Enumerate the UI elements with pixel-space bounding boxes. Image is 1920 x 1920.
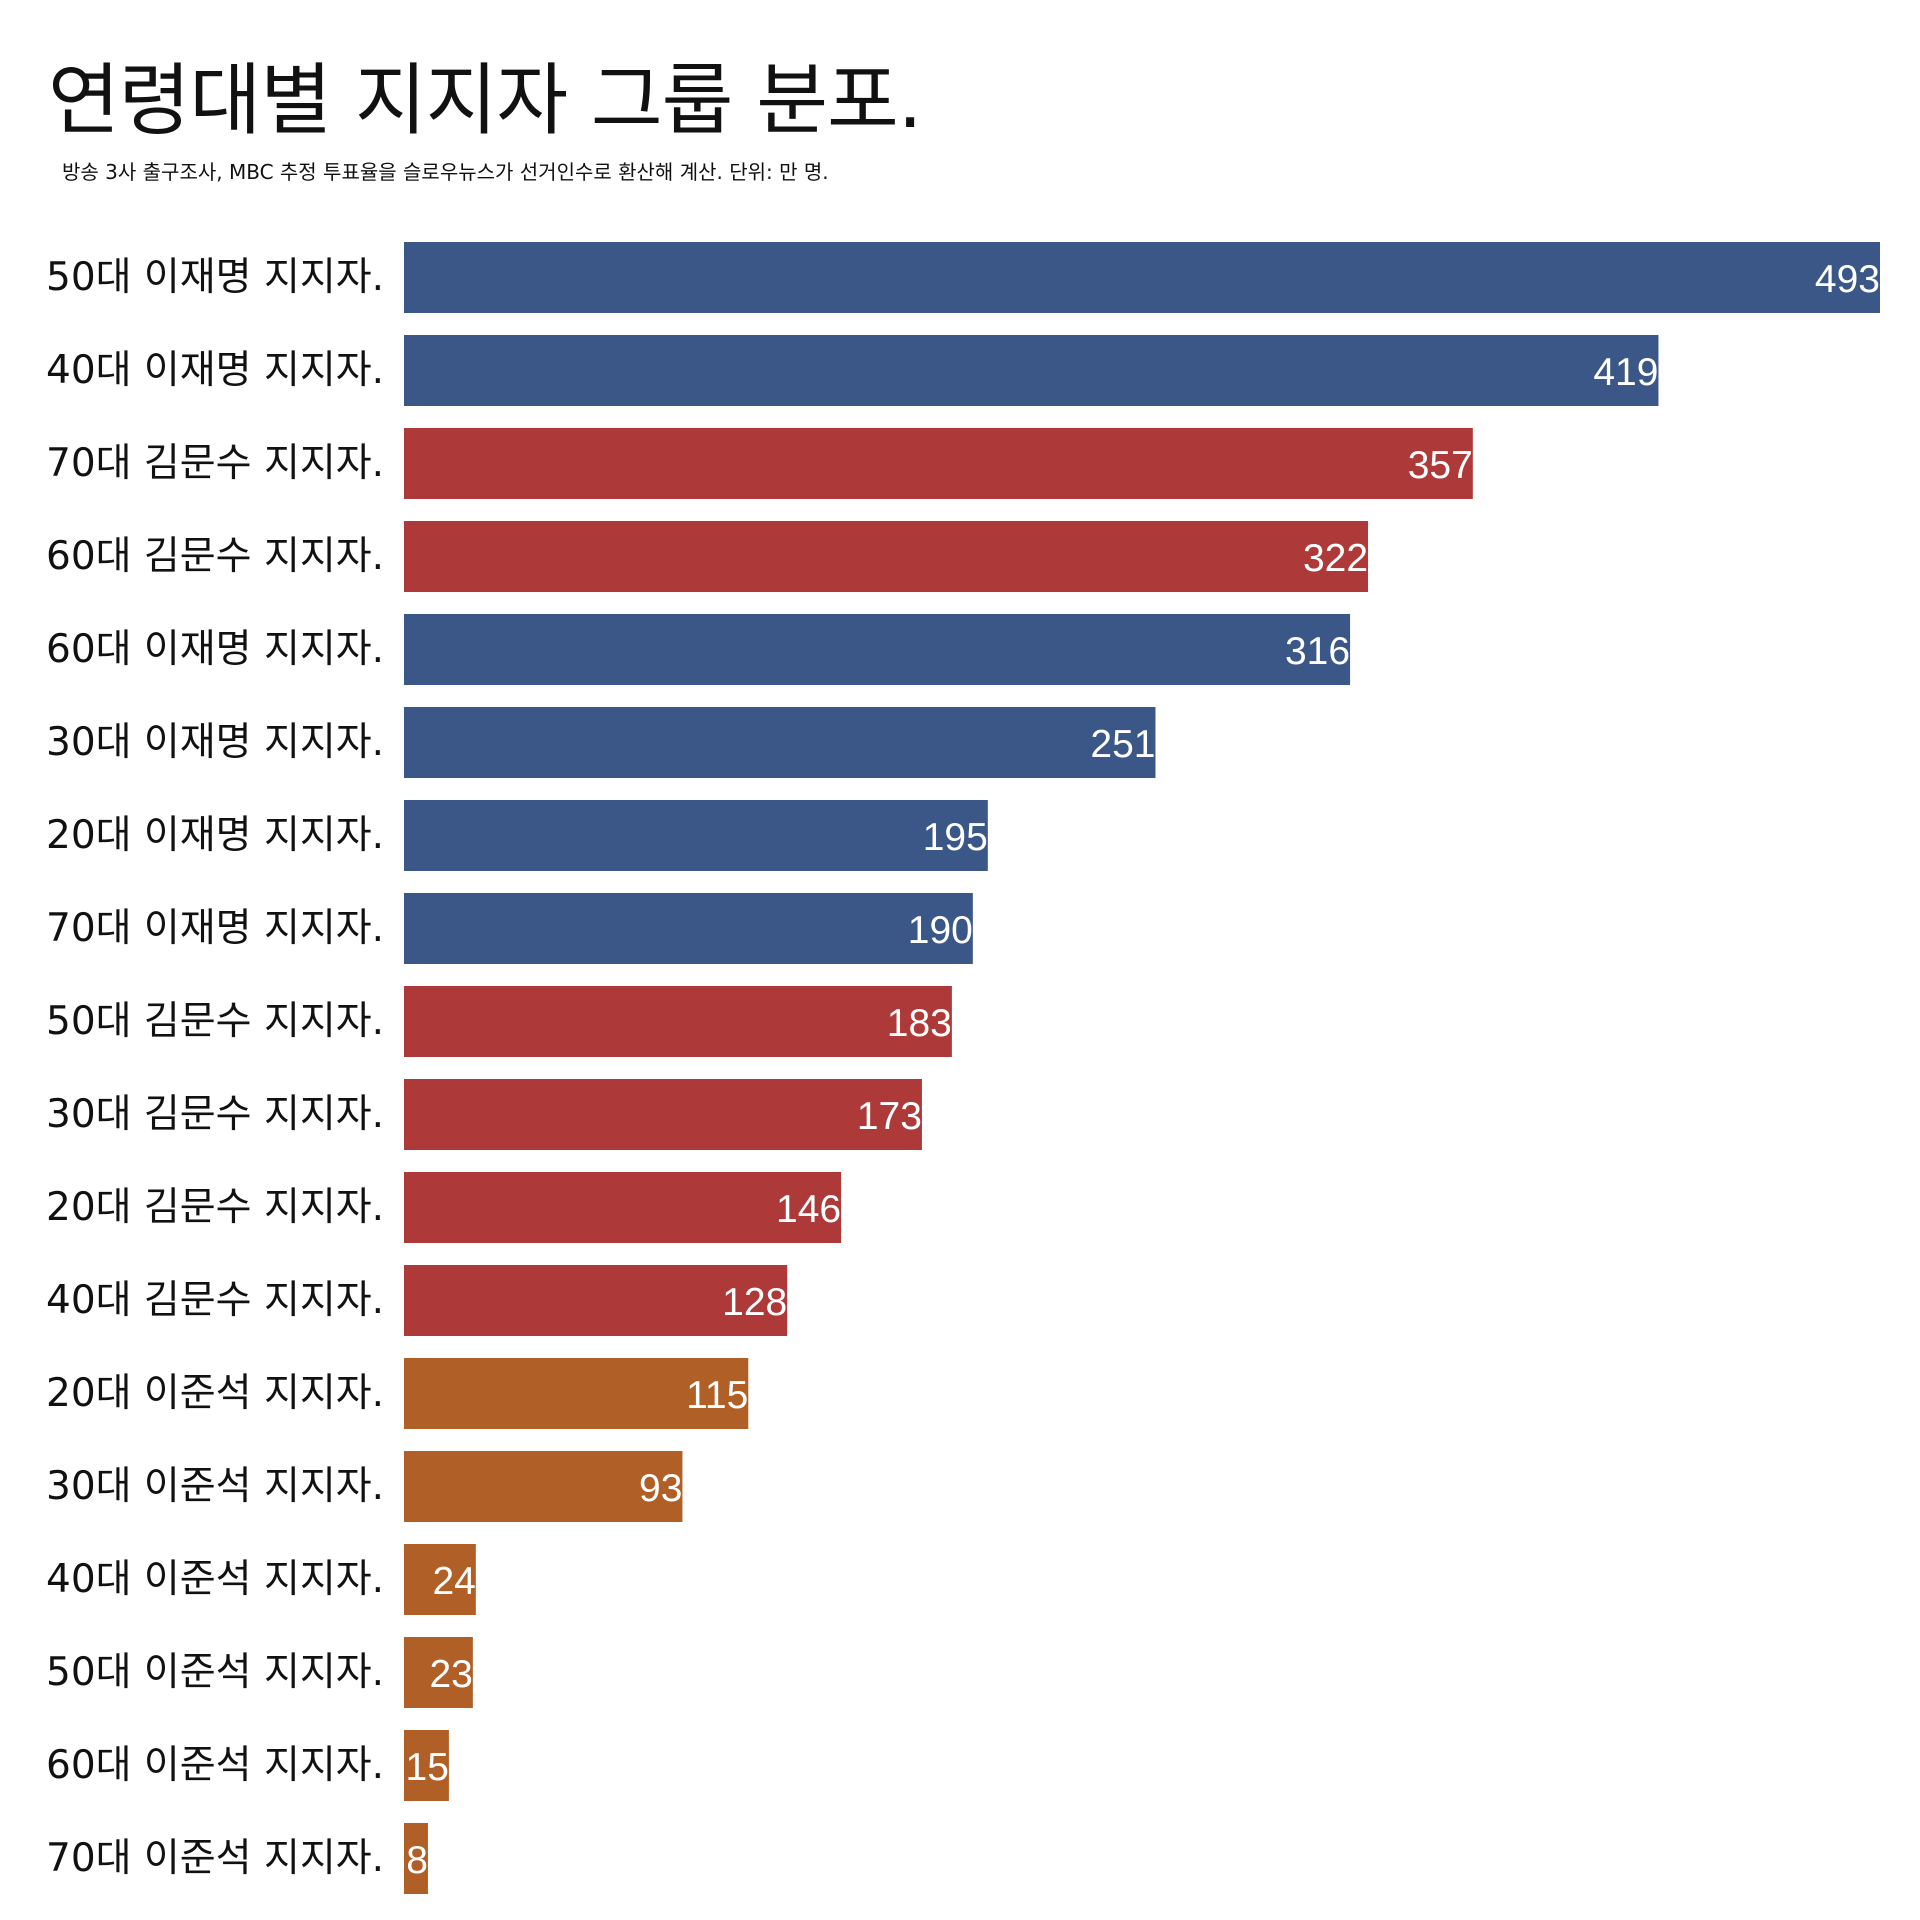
category-label: 70대 이준석 지지자.: [46, 1836, 384, 1881]
value-label: 251: [1090, 723, 1155, 766]
bar: [404, 893, 973, 964]
bar: [404, 1823, 428, 1894]
value-label: 146: [776, 1188, 841, 1231]
value-label: 128: [722, 1281, 787, 1324]
bar: [404, 1265, 788, 1336]
chart-title: 연령대별 지지자 그룹 분포.: [48, 56, 923, 146]
value-label: 419: [1593, 351, 1658, 394]
category-label: 60대 이재명 지지자.: [46, 627, 384, 672]
category-label: 50대 김문수 지지자.: [46, 999, 384, 1044]
bar: [404, 335, 1659, 406]
value-label: 195: [923, 816, 988, 859]
bar: [404, 521, 1369, 592]
category-label: 40대 이준석 지지자.: [46, 1557, 384, 1602]
bar: [404, 800, 988, 871]
value-label: 322: [1303, 537, 1368, 580]
value-label: 24: [432, 1560, 475, 1603]
value-label: 357: [1408, 444, 1473, 487]
bar: [404, 986, 952, 1057]
bar: [404, 614, 1351, 685]
category-label: 30대 김문수 지지자.: [46, 1092, 384, 1137]
category-label: 50대 이준석 지지자.: [46, 1650, 384, 1695]
value-label: 183: [887, 1002, 952, 1045]
bar: [404, 242, 1880, 313]
category-label: 30대 이준석 지지자.: [46, 1464, 384, 1509]
value-label: 93: [639, 1467, 682, 1510]
category-label: 20대 김문수 지지자.: [46, 1185, 384, 1230]
bar: [404, 1451, 683, 1522]
value-label: 23: [429, 1653, 472, 1696]
bar: [404, 1079, 922, 1150]
value-label: 190: [908, 909, 973, 952]
category-label: 50대 이재명 지지자.: [46, 255, 384, 300]
value-label: 8: [406, 1839, 428, 1882]
bar: [404, 1637, 473, 1708]
category-label: 30대 이재명 지지자.: [46, 720, 384, 765]
value-label: 493: [1815, 258, 1880, 301]
bar: [404, 707, 1156, 778]
bar: [404, 1172, 842, 1243]
category-label: 20대 이재명 지지자.: [46, 813, 384, 858]
bar: [404, 1544, 476, 1615]
value-label: 173: [857, 1095, 922, 1138]
category-label: 60대 김문수 지지자.: [46, 534, 384, 579]
category-label: 20대 이준석 지지자.: [46, 1371, 384, 1416]
bar: [404, 1730, 449, 1801]
category-label: 40대 김문수 지지자.: [46, 1278, 384, 1323]
category-label: 40대 이재명 지지자.: [46, 348, 384, 393]
value-label: 115: [686, 1374, 748, 1417]
chart-subtitle: 방송 3사 출구조사, MBC 추정 투표율을 슬로우뉴스가 선거인수로 환산해…: [62, 160, 829, 184]
value-label: 15: [406, 1746, 449, 1789]
category-label: 70대 김문수 지지자.: [46, 441, 384, 486]
bar: [404, 1358, 749, 1429]
category-label: 60대 이준석 지지자.: [46, 1743, 384, 1788]
category-label: 70대 이재명 지지자.: [46, 906, 384, 951]
value-label: 316: [1285, 630, 1350, 673]
bar: [404, 428, 1473, 499]
